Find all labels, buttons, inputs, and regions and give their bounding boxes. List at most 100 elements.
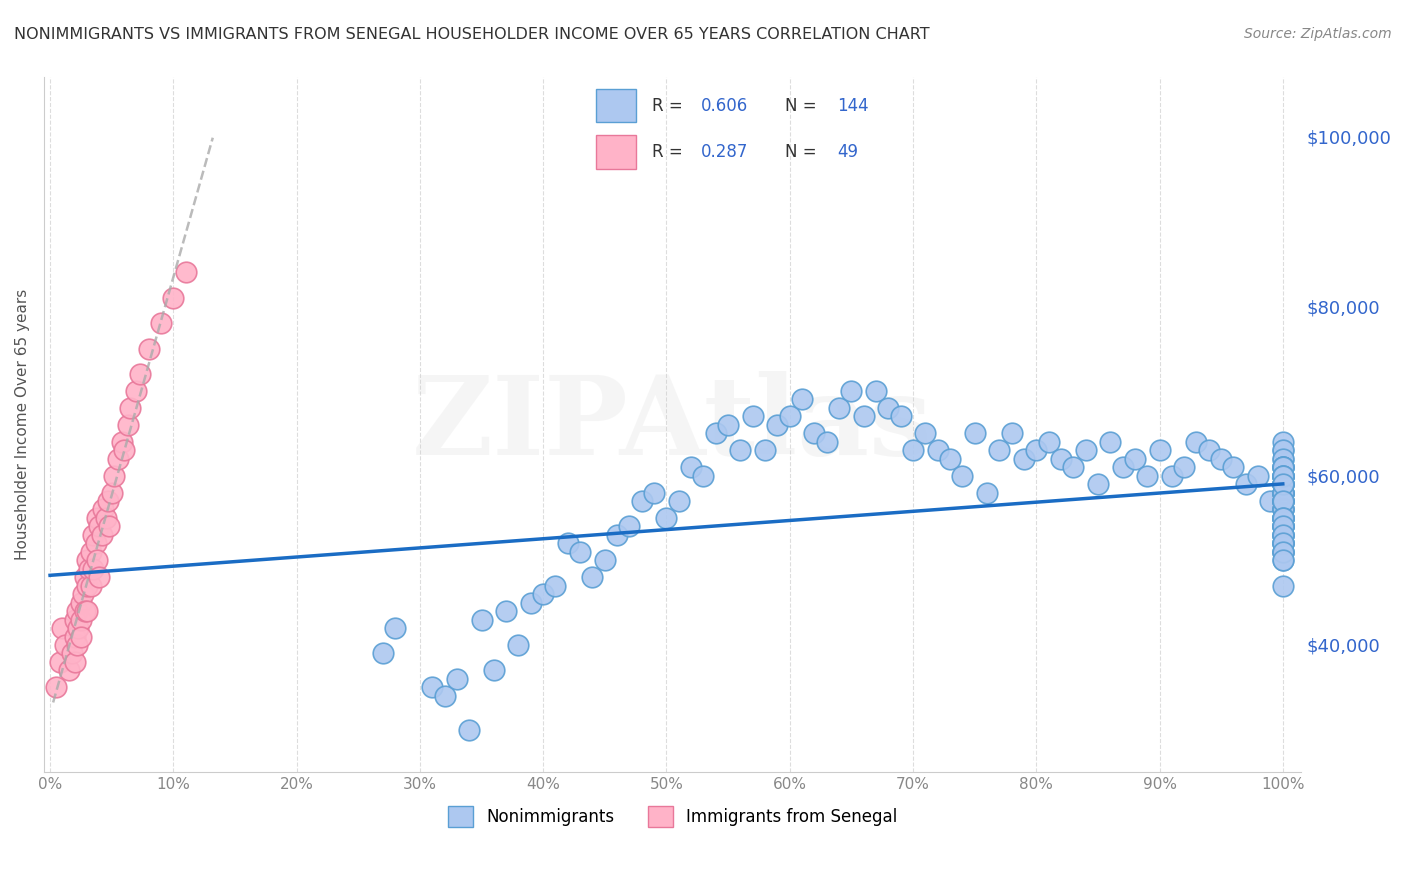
Point: [1271, 502, 1294, 516]
Y-axis label: Householder Income Over 65 years: Householder Income Over 65 years: [15, 289, 30, 560]
FancyBboxPatch shape: [596, 89, 636, 122]
Point: [766, 417, 789, 432]
Point: [63, 655, 86, 669]
Point: [1271, 536, 1294, 550]
Point: [1271, 528, 1294, 542]
Point: [890, 409, 912, 424]
Point: [1271, 528, 1294, 542]
Point: [174, 265, 197, 279]
Point: [371, 647, 394, 661]
Point: [91, 502, 114, 516]
Point: [94, 511, 117, 525]
FancyBboxPatch shape: [596, 136, 636, 169]
Point: [1271, 553, 1294, 567]
Point: [1271, 519, 1294, 533]
Point: [70, 630, 93, 644]
Point: [1271, 494, 1294, 508]
Point: [1271, 545, 1294, 559]
Point: [51, 621, 73, 635]
Point: [433, 689, 456, 703]
Point: [1271, 477, 1294, 491]
Point: [976, 485, 998, 500]
Point: [1271, 468, 1294, 483]
Point: [1111, 460, 1133, 475]
Point: [89, 570, 111, 584]
Point: [482, 664, 505, 678]
Point: [1271, 511, 1294, 525]
Point: [803, 426, 825, 441]
Point: [704, 426, 727, 441]
Point: [1271, 502, 1294, 516]
Point: [70, 596, 93, 610]
Point: [606, 528, 628, 542]
Text: 144: 144: [837, 97, 869, 115]
Point: [110, 434, 132, 449]
Point: [741, 409, 763, 424]
Point: [681, 460, 703, 475]
Point: [1271, 494, 1294, 508]
Point: [1123, 451, 1146, 466]
Point: [66, 604, 89, 618]
Point: [420, 681, 443, 695]
Point: [1271, 451, 1294, 466]
Point: [815, 434, 838, 449]
Text: R =: R =: [651, 97, 688, 115]
Point: [1222, 460, 1244, 475]
Point: [914, 426, 936, 441]
Point: [730, 443, 752, 458]
Point: [1271, 477, 1294, 491]
Point: [1271, 485, 1294, 500]
Point: [1271, 494, 1294, 508]
Point: [120, 401, 142, 415]
Point: [1271, 485, 1294, 500]
Point: [98, 519, 121, 533]
Point: [1136, 468, 1159, 483]
Point: [754, 443, 776, 458]
Point: [1198, 443, 1220, 458]
Text: 49: 49: [837, 143, 858, 161]
Point: [643, 485, 665, 500]
Point: [76, 553, 98, 567]
Point: [779, 409, 801, 424]
Point: [1271, 460, 1294, 475]
Point: [470, 613, 492, 627]
Point: [569, 545, 592, 559]
Text: Source: ZipAtlas.com: Source: ZipAtlas.com: [1244, 27, 1392, 41]
Point: [495, 604, 517, 618]
Point: [1271, 485, 1294, 500]
Point: [1271, 519, 1294, 533]
Point: [1271, 511, 1294, 525]
Point: [1271, 519, 1294, 533]
Point: [1074, 443, 1097, 458]
Point: [520, 596, 543, 610]
Point: [717, 417, 740, 432]
Point: [593, 553, 616, 567]
Point: [1271, 485, 1294, 500]
Point: [692, 468, 714, 483]
Text: N =: N =: [785, 97, 821, 115]
Point: [125, 384, 148, 398]
Point: [1271, 443, 1294, 458]
Point: [1271, 494, 1294, 508]
Point: [1271, 536, 1294, 550]
Point: [82, 528, 104, 542]
Point: [129, 367, 152, 381]
Point: [1185, 434, 1208, 449]
Point: [1271, 545, 1294, 559]
Point: [1271, 477, 1294, 491]
Point: [1271, 494, 1294, 508]
Point: [138, 342, 160, 356]
Text: 0.606: 0.606: [702, 97, 748, 115]
Point: [1271, 460, 1294, 475]
Point: [1271, 468, 1294, 483]
Point: [458, 723, 481, 737]
Point: [619, 519, 641, 533]
Point: [63, 613, 86, 627]
Point: [1149, 443, 1171, 458]
Point: [1050, 451, 1073, 466]
Point: [80, 545, 103, 559]
Point: [1271, 528, 1294, 542]
Point: [950, 468, 973, 483]
Point: [1271, 536, 1294, 550]
Point: [1173, 460, 1195, 475]
